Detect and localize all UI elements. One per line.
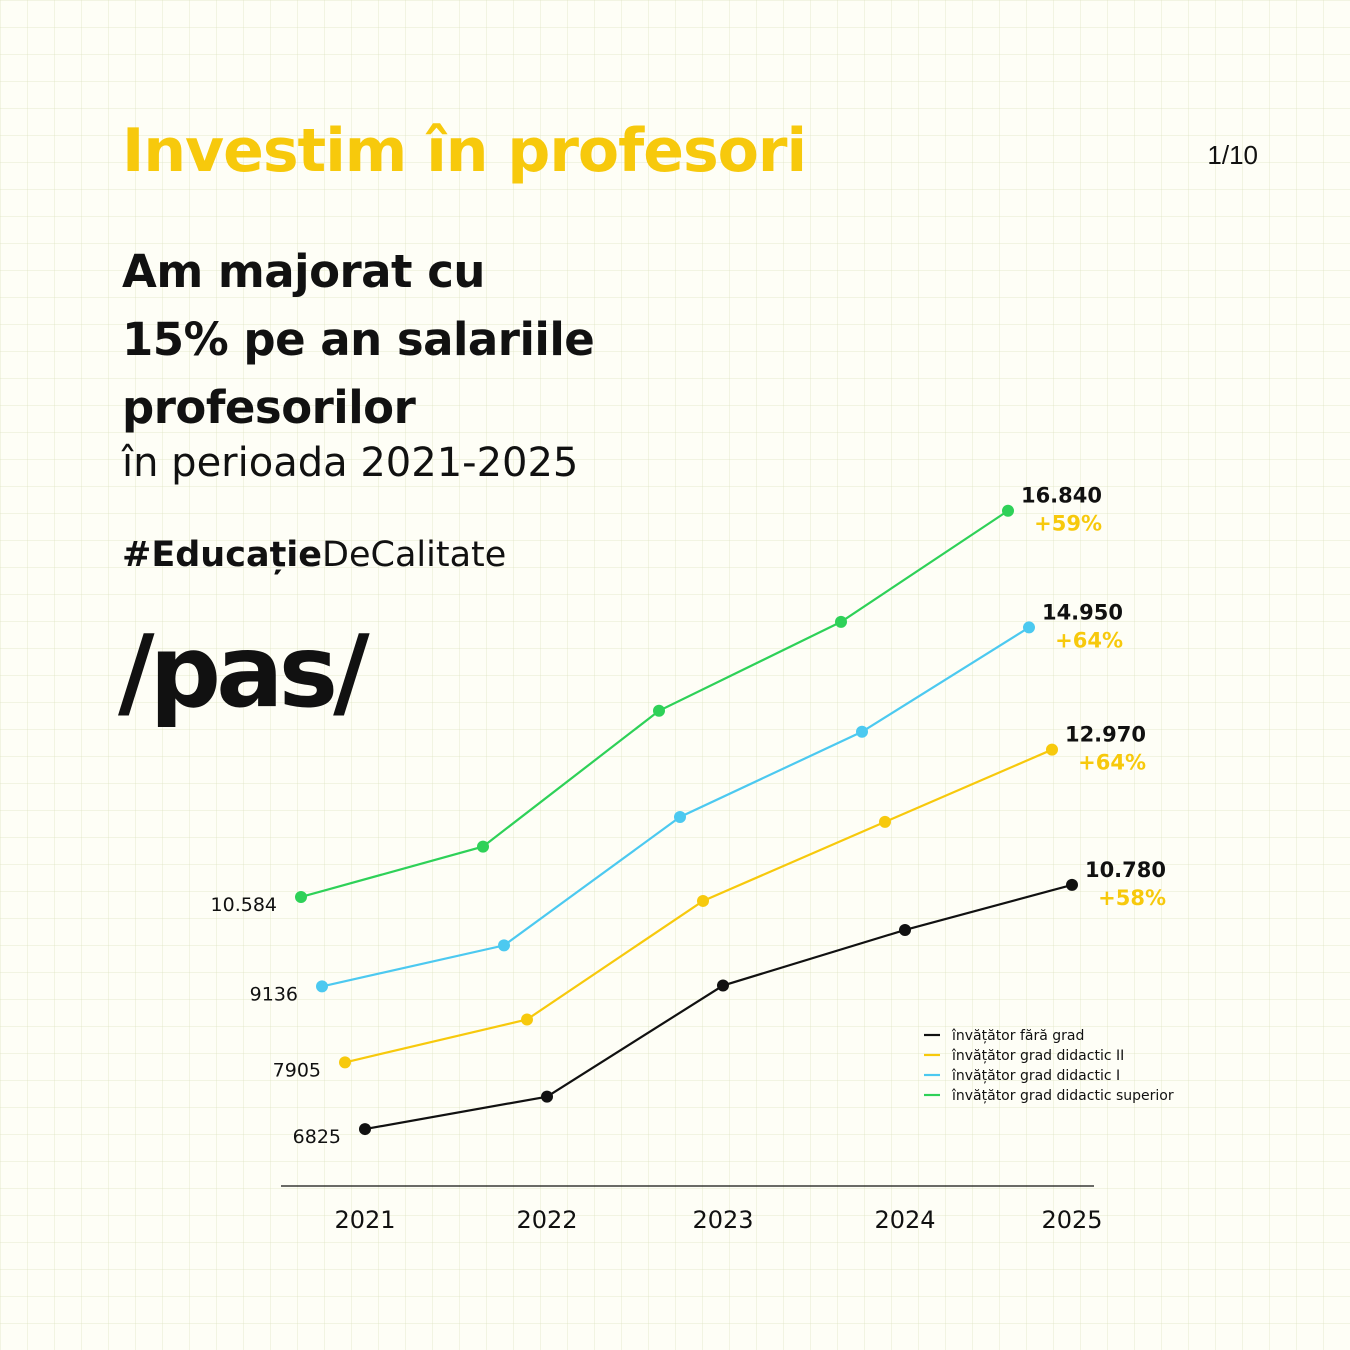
legend-label-2: învățător grad didactic I [951,1068,1120,1084]
data-point-2-2022 [498,939,510,952]
data-point-0-2025 [1066,878,1078,891]
x-tick-label-2021: 2021 [334,1206,395,1234]
series-line-2 [321,626,1030,988]
data-point-3-2024 [835,615,847,628]
headline: Investim în profesori [122,116,807,186]
end-value-label-0: 10.780 [1085,858,1166,882]
data-point-0-2023 [717,979,729,992]
end-value-label-1: 12.970 [1065,723,1146,747]
end-value-label-3: 16.840 [1021,484,1102,508]
change-label-0: +58% [1098,886,1166,910]
change-label-1: +64% [1078,751,1146,775]
legend-label-3: învățător grad didactic superior [951,1088,1174,1104]
data-point-1-2025 [1046,743,1058,756]
period-text: în perioada 2021-2025 [122,440,579,486]
start-value-label-1: 7905 [273,1059,321,1081]
data-point-1-2022 [521,1013,533,1026]
data-point-3-2021 [295,890,307,903]
data-point-3-2025 [1002,504,1014,517]
hashtag-rest: DeCalitate [322,535,507,575]
page-counter: 1/10 [1207,140,1258,170]
pas-logo: /pas/ [118,613,370,730]
data-point-2-2021 [316,980,328,993]
subheadline-line-3: profesorilor [122,381,416,434]
x-tick-label-2023: 2023 [692,1206,753,1234]
data-point-2-2024 [856,725,868,738]
data-point-1-2021 [339,1056,351,1069]
data-point-0-2022 [541,1090,553,1103]
legend-label-0: învățător fără grad [951,1028,1084,1044]
subheadline-line-2: 15% pe an salariile [122,313,595,366]
start-value-label-0: 6825 [293,1126,341,1148]
legend-label-1: învățător grad didactic II [951,1048,1124,1064]
data-point-1-2024 [879,815,891,828]
subheadline-line-1: Am majorat cu [122,245,485,298]
x-tick-label-2025: 2025 [1041,1206,1102,1234]
hashtag: #EducațieDeCalitate [122,535,506,575]
data-point-1-2023 [697,894,709,907]
end-value-label-2: 14.950 [1042,600,1123,624]
data-point-0-2021 [359,1123,371,1136]
data-point-3-2023 [653,704,665,717]
change-label-2: +64% [1055,628,1123,652]
series-line-3 [300,509,1009,899]
start-value-label-2: 9136 [250,983,298,1005]
series-line-1 [344,748,1053,1064]
x-tick-label-2022: 2022 [516,1206,577,1234]
data-point-2-2025 [1023,621,1035,634]
change-label-3: +59% [1034,512,1102,536]
data-point-0-2024 [899,923,911,936]
x-tick-label-2024: 2024 [874,1206,935,1234]
hashtag-bold: #Educație [122,535,323,575]
start-value-label-3: 10.584 [211,894,277,916]
data-point-3-2022 [477,840,489,853]
data-point-2-2023 [674,810,686,823]
subheadline: Am majorat cu 15% pe an salariile profes… [122,238,595,442]
